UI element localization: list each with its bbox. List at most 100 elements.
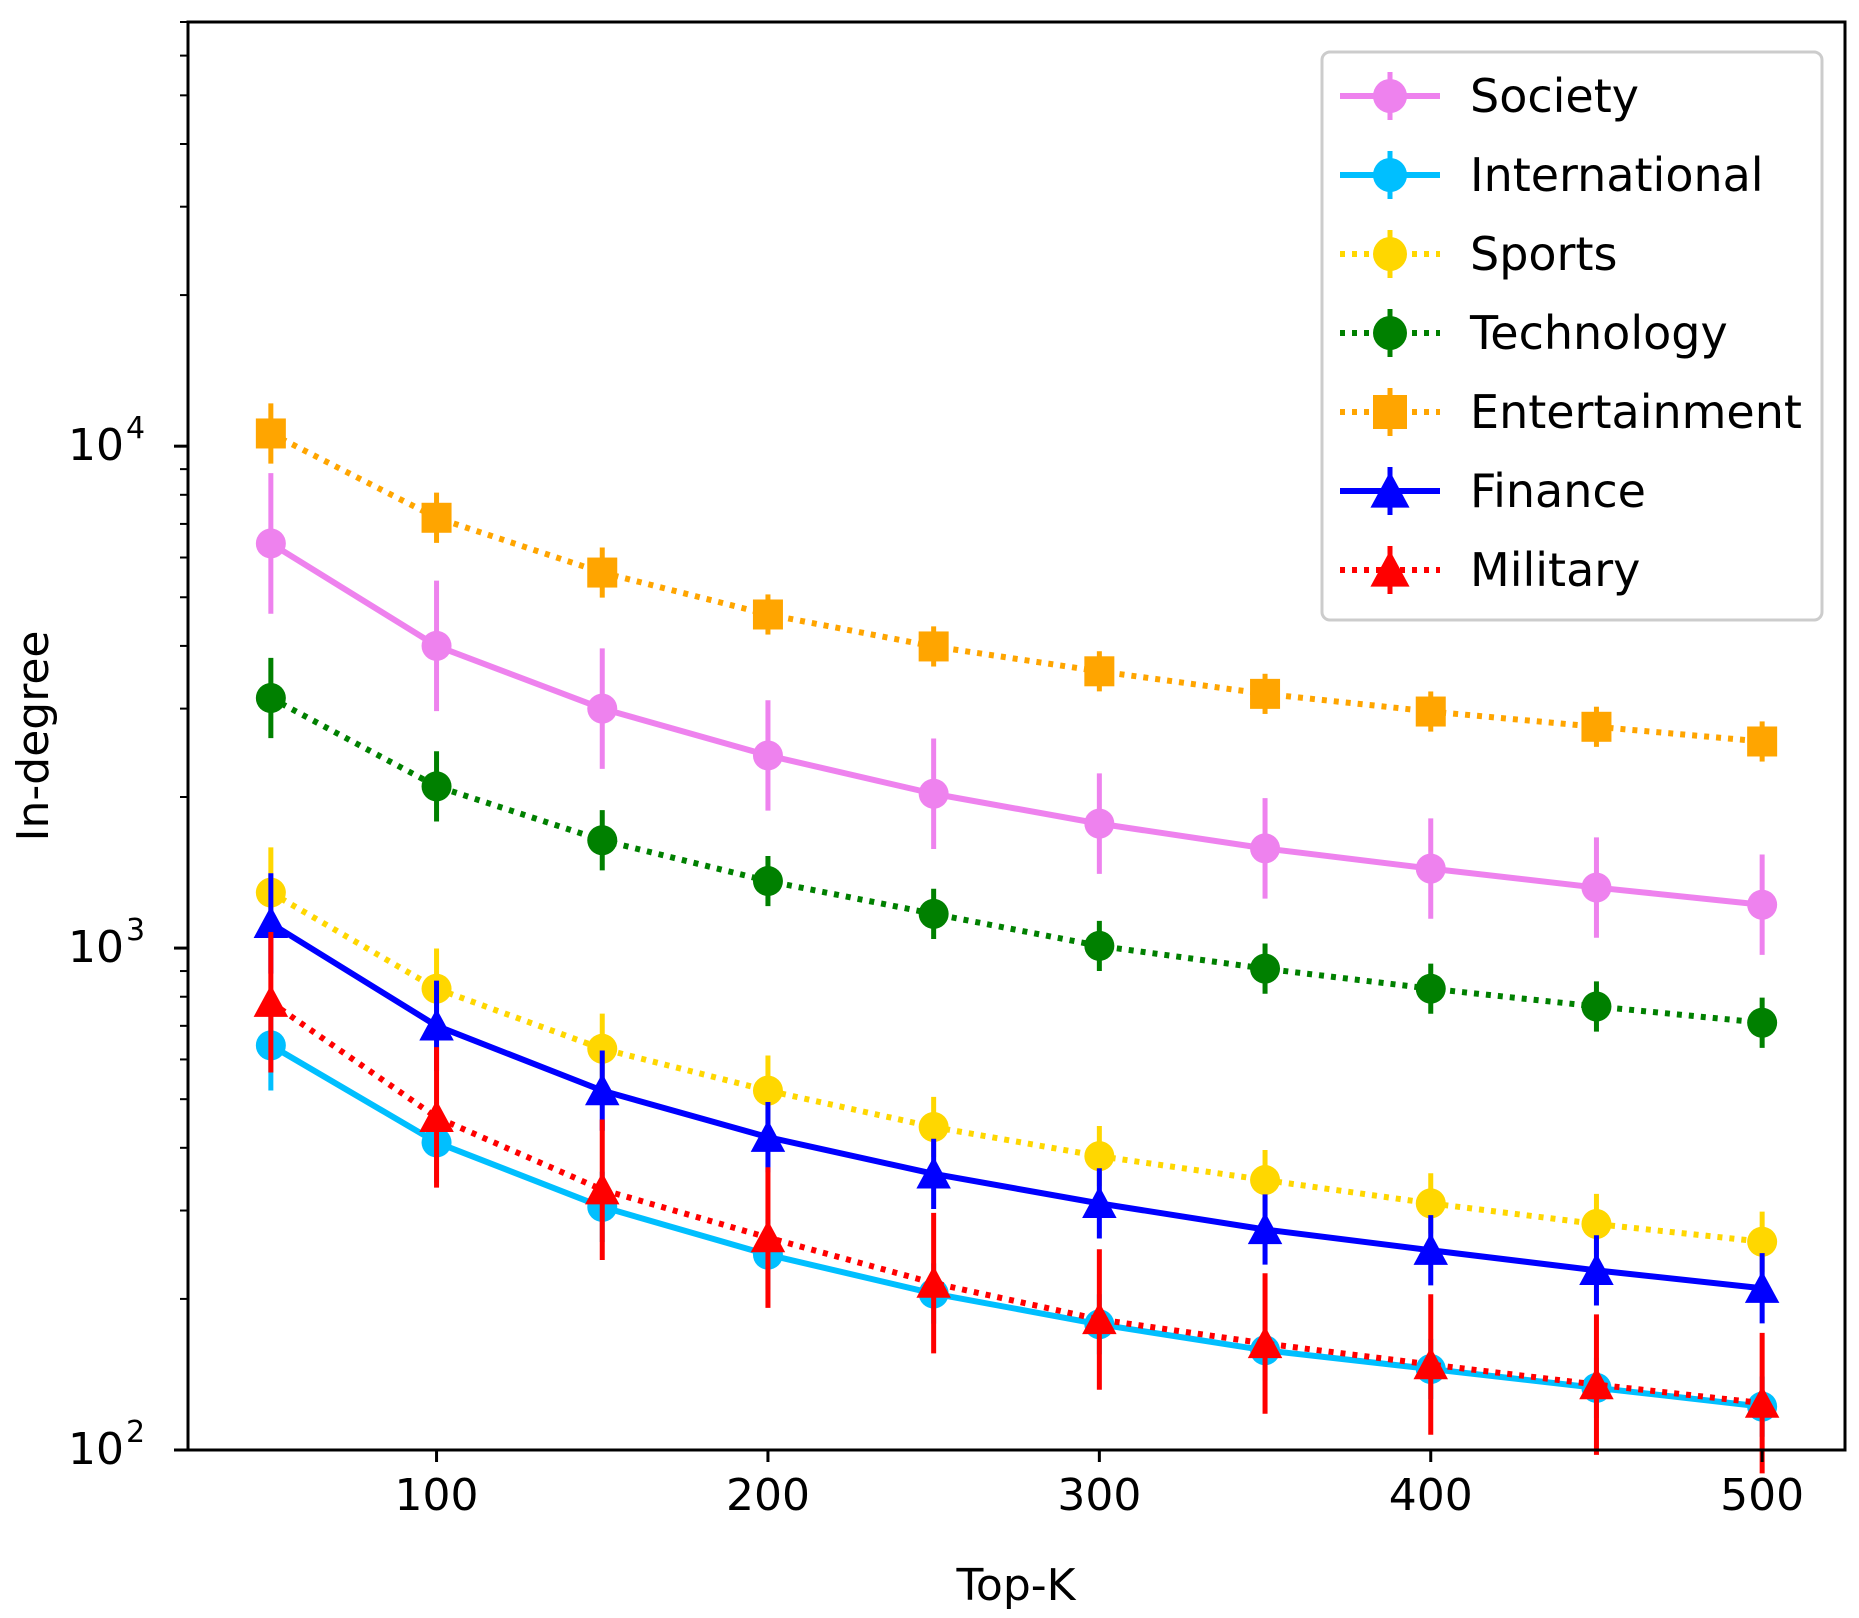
series-finance (253, 873, 1780, 1324)
data-point (916, 1156, 951, 1189)
x-tick-label: 500 (1720, 1470, 1804, 1521)
plot-area (253, 403, 1780, 1474)
data-point (255, 528, 286, 559)
data-point (585, 1172, 620, 1205)
x-tick-label: 200 (726, 1470, 810, 1521)
data-point (419, 1100, 454, 1133)
data-point (255, 418, 286, 449)
data-point (750, 1119, 786, 1152)
data-point (1084, 656, 1115, 687)
data-point (1581, 1209, 1612, 1240)
data-point (1415, 696, 1446, 727)
data-point (1415, 853, 1446, 884)
legend-marker (1373, 395, 1407, 429)
y-tick-label: 10 (68, 922, 124, 973)
data-point (1084, 1141, 1115, 1172)
y-tick-exponent: 4 (126, 411, 145, 446)
data-point (1744, 1385, 1780, 1418)
data-point (253, 906, 289, 939)
data-point (1247, 1326, 1283, 1359)
data-point (587, 693, 618, 724)
series-sports (255, 847, 1778, 1272)
legend-label: Military (1470, 543, 1640, 597)
series-line-entertainment (269, 430, 1763, 745)
data-point (752, 740, 783, 771)
legend-label: International (1470, 148, 1764, 202)
data-point (1247, 1212, 1283, 1245)
data-point (918, 898, 949, 929)
x-axis: 100 200 300 400 500 (395, 1450, 1804, 1521)
x-tick-label: 100 (395, 1470, 479, 1521)
data-point (1082, 1186, 1117, 1219)
data-point (1413, 1233, 1448, 1265)
y-axis-title: In-degree (8, 631, 59, 842)
legend-label: Society (1470, 69, 1639, 123)
legend-marker (1373, 79, 1407, 113)
series-line-military (269, 999, 1763, 1407)
series-technology (255, 657, 1778, 1048)
series-line-technology (269, 695, 1763, 1026)
series-entertainment (255, 403, 1778, 762)
y-tick-label: 10 (68, 1424, 124, 1475)
data-point (1082, 1302, 1117, 1335)
x-tick-label: 300 (1057, 1470, 1141, 1521)
data-point (1413, 1347, 1448, 1380)
data-point (1415, 1188, 1446, 1219)
data-point (918, 631, 949, 662)
data-point (752, 599, 783, 630)
legend-label: Technology (1469, 306, 1728, 360)
data-point (585, 1073, 620, 1106)
data-point (587, 557, 618, 588)
data-point (1747, 1007, 1778, 1038)
data-point (1250, 833, 1281, 864)
legend-marker (1370, 550, 1410, 587)
series-line-international (269, 1042, 1763, 1410)
legend-box (1320, 50, 1824, 622)
y-tick-exponent: 3 (126, 913, 145, 948)
y-tick-exponent: 2 (126, 1415, 145, 1450)
data-point (1581, 872, 1612, 903)
data-point (1250, 953, 1281, 984)
legend-entry-society: Society (1340, 69, 1639, 123)
legend-marker (1373, 237, 1407, 271)
data-point (1747, 889, 1778, 920)
data-point (1581, 991, 1612, 1022)
data-point (1415, 973, 1446, 1004)
data-point (918, 1112, 949, 1143)
data-point (253, 984, 289, 1017)
legend-entry-military: Military (1340, 543, 1640, 597)
data-point (1084, 930, 1115, 961)
y-tick-label: 10 (68, 420, 124, 471)
data-point (1579, 1367, 1614, 1400)
series-line-society (269, 540, 1763, 908)
legend-marker (1373, 158, 1407, 192)
data-point (1250, 678, 1281, 709)
data-point (752, 1075, 783, 1106)
series-society (255, 473, 1778, 955)
legend-marker (1373, 316, 1407, 350)
data-point (916, 1265, 951, 1298)
data-point (421, 630, 452, 661)
legend-entry-finance: Finance (1340, 464, 1646, 518)
legend-entry-sports: Sports (1340, 227, 1617, 281)
data-point (1084, 808, 1115, 839)
legend-marker (1370, 471, 1410, 508)
data-point (1744, 1271, 1780, 1303)
data-point (255, 682, 286, 713)
legend-entry-international: International (1340, 148, 1764, 202)
legend-label: Entertainment (1470, 385, 1802, 439)
data-point (419, 1008, 454, 1041)
x-axis-title: Top-K (956, 1560, 1077, 1611)
legend-label: Sports (1470, 227, 1617, 281)
data-point (1250, 1165, 1281, 1196)
data-point (750, 1220, 786, 1253)
data-point (587, 825, 618, 856)
plot-frame (186, 20, 1847, 1452)
data-point (587, 1033, 618, 1064)
data-point (421, 771, 452, 802)
data-point (1579, 1253, 1614, 1286)
legend: Society International Sports Technology Ente… (1320, 50, 1824, 622)
data-point (752, 866, 783, 897)
